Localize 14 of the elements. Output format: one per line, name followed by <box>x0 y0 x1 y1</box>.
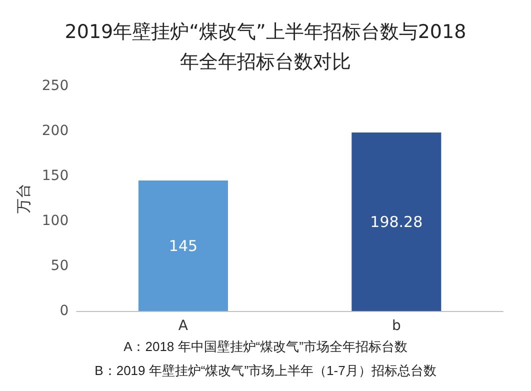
y-tick-label: 100 <box>42 213 69 229</box>
text: A：2018 年中国壁挂炉“煤改气”市场全年招标台数 <box>124 339 408 354</box>
chart-title: 2019年壁挂炉“煤改气”上半年招标台数与2018年全年招标台数对比 <box>64 21 466 73</box>
y-tick-label: 250 <box>42 78 69 94</box>
y-tick-label: 200 <box>42 123 69 139</box>
y-tick-label: 50 <box>50 258 69 274</box>
data-label: 198.28 <box>370 212 423 231</box>
data-label: 145 <box>168 236 198 255</box>
text: B：2019 年壁挂炉“煤改气”市场上半年（1-7月）招标总台数 <box>94 363 436 378</box>
y-tick-label: 150 <box>42 168 69 184</box>
y-tick-label: 0 <box>60 303 69 319</box>
x-tick-label: b <box>392 318 401 334</box>
x-tick-label: A <box>178 318 188 334</box>
y-axis-title: 万台 <box>14 184 32 214</box>
